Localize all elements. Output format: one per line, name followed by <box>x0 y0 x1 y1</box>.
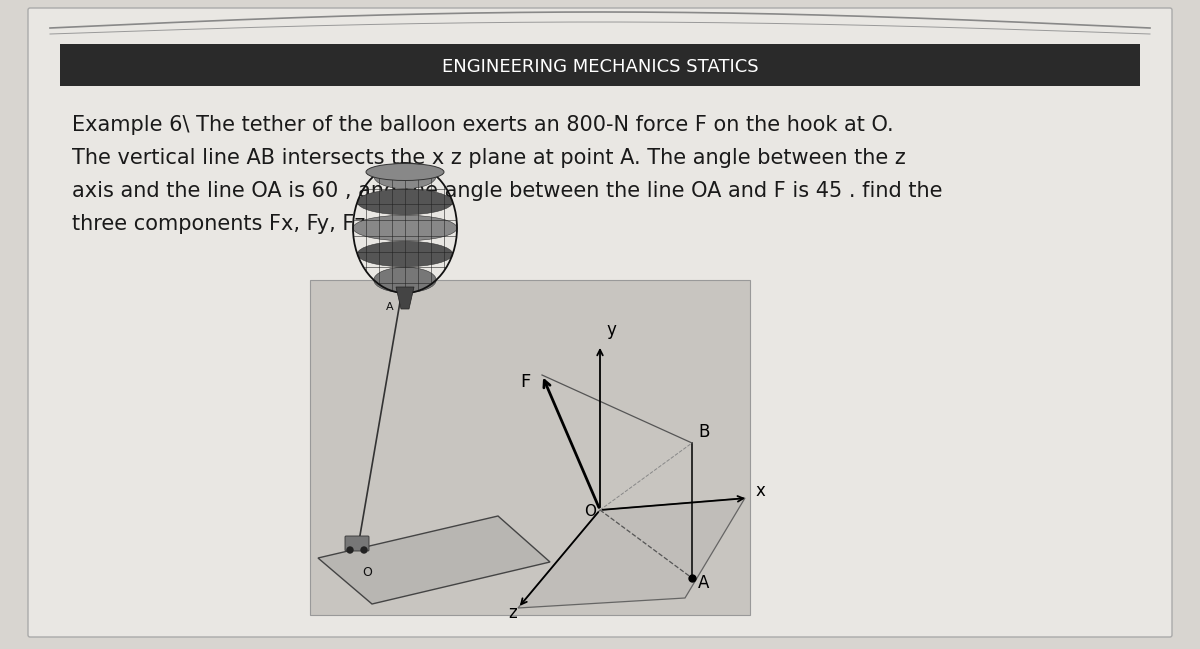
Text: y: y <box>606 321 616 339</box>
Text: O: O <box>584 504 596 519</box>
Text: axis and the line OA is 60 , and the angle between the line OA and F is 45 . fin: axis and the line OA is 60 , and the ang… <box>72 181 942 201</box>
FancyBboxPatch shape <box>28 8 1172 637</box>
Circle shape <box>361 547 367 553</box>
Circle shape <box>347 547 353 553</box>
Ellipse shape <box>353 215 457 241</box>
FancyBboxPatch shape <box>310 280 750 615</box>
Text: z: z <box>508 604 517 622</box>
Text: ENGINEERING MECHANICS STATICS: ENGINEERING MECHANICS STATICS <box>442 58 758 76</box>
Text: Example 6\ The tether of the balloon exerts an 800-N force F on the hook at O.: Example 6\ The tether of the balloon exe… <box>72 115 894 135</box>
Ellipse shape <box>358 241 452 267</box>
Polygon shape <box>396 287 414 309</box>
Polygon shape <box>318 516 550 604</box>
Polygon shape <box>518 498 745 608</box>
Text: B: B <box>698 423 709 441</box>
FancyBboxPatch shape <box>60 44 1140 86</box>
Ellipse shape <box>366 164 444 180</box>
Text: x: x <box>756 482 766 500</box>
Ellipse shape <box>358 190 452 215</box>
Text: A: A <box>386 302 394 312</box>
Text: F: F <box>520 373 530 391</box>
Text: A: A <box>698 574 709 592</box>
Text: three components Fx, Fy, Fz: three components Fx, Fy, Fz <box>72 214 365 234</box>
Text: The vertical line AB intersects the x z plane at point A. The angle between the : The vertical line AB intersects the x z … <box>72 148 906 168</box>
FancyBboxPatch shape <box>346 536 370 551</box>
Ellipse shape <box>374 164 437 189</box>
Text: O: O <box>362 565 372 578</box>
Ellipse shape <box>374 267 437 293</box>
